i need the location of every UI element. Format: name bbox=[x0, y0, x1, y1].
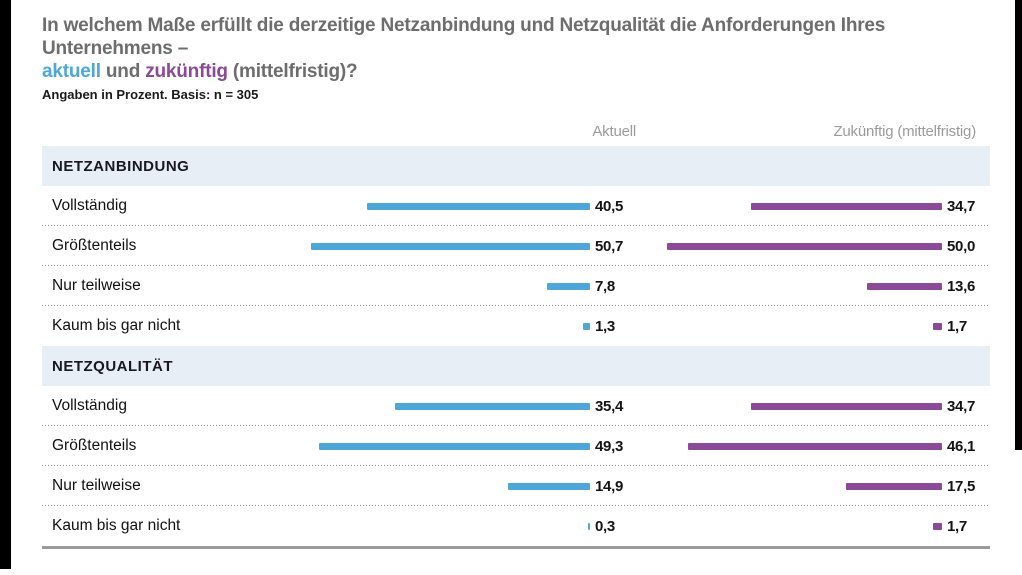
chart-subtitle: Angaben in Prozent. Basis: n = 305 bbox=[42, 87, 259, 102]
title-keyword-aktuell: aktuell bbox=[42, 61, 101, 82]
bar-zukunftig bbox=[751, 402, 942, 410]
value-aktuell: 7,8 bbox=[595, 277, 615, 295]
table-row: Kaum bis gar nicht 1,3 1,7 bbox=[42, 306, 990, 346]
black-edge-left bbox=[0, 0, 11, 569]
bar-zukunftig bbox=[845, 482, 942, 490]
table-row: Vollständig 40,5 34,7 bbox=[42, 186, 990, 226]
value-zukunftig: 13,6 bbox=[947, 277, 975, 295]
title-keyword-zukunftig: zukünftig bbox=[145, 61, 228, 82]
value-aktuell: 35,4 bbox=[595, 397, 623, 415]
chart: In welchem Maße erfüllt die derzeitige N… bbox=[42, 14, 990, 549]
bar-zukunftig bbox=[867, 282, 942, 290]
bar-aktuell bbox=[367, 202, 590, 210]
column-headers: Aktuell Zukünftig (mittelfristig) bbox=[42, 116, 990, 146]
bar-zukunftig bbox=[932, 322, 942, 330]
row-label: Nur teilweise bbox=[52, 277, 141, 294]
black-edge-right bbox=[1015, 0, 1022, 450]
row-label: Vollständig bbox=[52, 397, 127, 414]
row-label: Nur teilweise bbox=[52, 477, 141, 494]
bar-aktuell bbox=[318, 442, 590, 450]
value-zukunftig: 17,5 bbox=[947, 477, 975, 495]
value-zukunftig: 34,7 bbox=[947, 397, 975, 415]
table-row: Vollständig 35,4 34,7 bbox=[42, 386, 990, 426]
value-aktuell: 0,3 bbox=[595, 517, 615, 535]
value-zukunftig: 46,1 bbox=[947, 437, 975, 455]
bar-zukunftig bbox=[932, 522, 942, 530]
title-line1: In welchem Maße erfüllt die derzeitige N… bbox=[42, 15, 886, 59]
value-zukunftig: 50,0 bbox=[947, 237, 975, 255]
column-header-aktuell: Aktuell bbox=[592, 122, 636, 140]
row-label: Kaum bis gar nicht bbox=[52, 517, 181, 534]
row-label: Kaum bis gar nicht bbox=[52, 317, 181, 334]
bottom-rule bbox=[42, 546, 990, 549]
bar-aktuell bbox=[547, 282, 590, 290]
table-row: Größtenteils 50,7 50,0 bbox=[42, 226, 990, 266]
table-row: Nur teilweise 14,9 17,5 bbox=[42, 466, 990, 506]
value-aktuell: 14,9 bbox=[595, 477, 623, 495]
bar-aktuell bbox=[508, 482, 590, 490]
bar-aktuell bbox=[311, 242, 590, 250]
title-line2-rest: (mittelfristig)? bbox=[227, 61, 358, 82]
value-zukunftig: 1,7 bbox=[947, 317, 967, 335]
table-row: Nur teilweise 7,8 13,6 bbox=[42, 266, 990, 306]
value-aktuell: 40,5 bbox=[595, 197, 623, 215]
bar-zukunftig bbox=[688, 442, 942, 450]
title-connector: und bbox=[100, 61, 146, 82]
section-header-netzanbindung: NETZANBINDUNG bbox=[42, 146, 990, 186]
bar-zukunftig bbox=[667, 242, 942, 250]
row-label: Vollständig bbox=[52, 197, 127, 214]
row-label: Größtenteils bbox=[52, 437, 137, 454]
value-zukunftig: 1,7 bbox=[947, 517, 967, 535]
chart-title: In welchem Maße erfüllt die derzeitige N… bbox=[42, 14, 990, 83]
value-zukunftig: 34,7 bbox=[947, 197, 975, 215]
value-aktuell: 49,3 bbox=[595, 437, 623, 455]
bar-aktuell bbox=[582, 322, 590, 330]
row-label: Größtenteils bbox=[52, 237, 137, 254]
bar-aktuell bbox=[395, 402, 590, 410]
column-header-zukunftig: Zukünftig (mittelfristig) bbox=[833, 122, 976, 140]
bar-aktuell bbox=[588, 522, 590, 530]
table-row: Kaum bis gar nicht 0,3 1,7 bbox=[42, 506, 990, 546]
bar-zukunftig bbox=[751, 202, 942, 210]
value-aktuell: 1,3 bbox=[595, 317, 615, 335]
table-row: Größtenteils 49,3 46,1 bbox=[42, 426, 990, 466]
value-aktuell: 50,7 bbox=[595, 237, 623, 255]
section-header-netzqualitaet: NETZQUALITÄT bbox=[42, 346, 990, 386]
